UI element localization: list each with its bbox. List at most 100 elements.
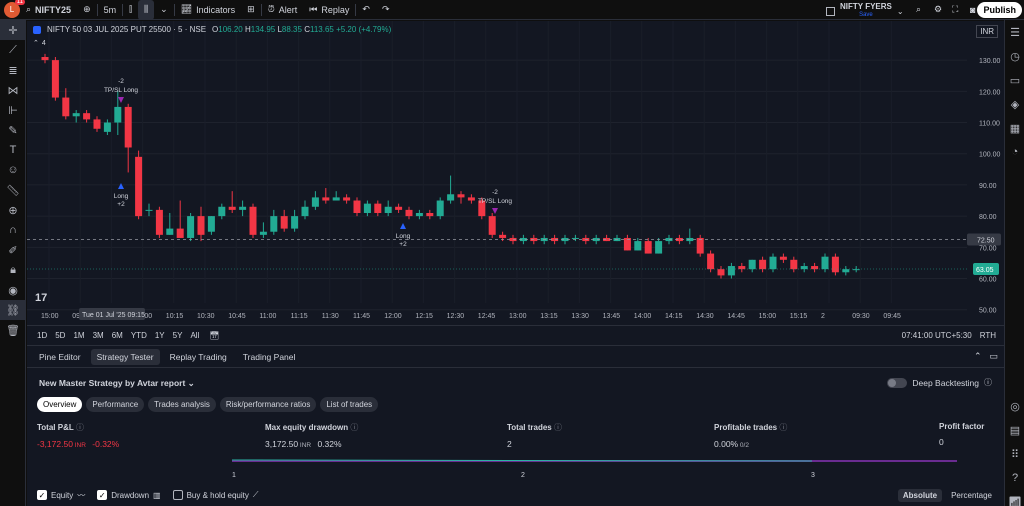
replay-button[interactable]: ⏮︎ Replay [303,0,355,20]
redo-button[interactable]: ↷ [376,0,396,20]
alert-button[interactable]: ⏰︎ Alert [262,0,304,20]
subtab-overview[interactable]: Overview [37,397,83,412]
equity-checkbox[interactable]: ✓ [37,490,47,500]
range-1d[interactable]: 1D [37,331,48,340]
layers-button[interactable]: ◈ [1005,92,1024,116]
time-axis-label: 2 [821,313,825,320]
add-symbol-button[interactable]: ⊕ [77,0,97,20]
chart-type-dropdown[interactable]: ⌄ [154,0,174,20]
info-icon[interactable]: ⓘ [348,423,359,432]
percentage-button[interactable]: Percentage [951,490,992,500]
signal-button[interactable]: 📶︎ [1005,490,1024,506]
indicators-button[interactable]: 📈︎ Indicators [175,0,241,20]
maximize-icon[interactable]: ▭ [989,351,998,361]
calendar-goto-icon[interactable]: 📅︎ [209,331,220,340]
buyhold-option[interactable]: Buy & hold equity ⟋ [172,490,258,500]
measure-range-tool[interactable]: ⊩ [0,100,26,120]
target-button[interactable]: ◎ [1005,394,1024,418]
chat-button[interactable]: ▭ [1005,68,1024,92]
clock-display[interactable]: 07:41:00 UTC+5:30 [901,331,972,340]
range-1m[interactable]: 1M [73,331,85,340]
interval-button[interactable]: 5m [98,0,123,20]
watchlist-button[interactable]: ☰ [1005,20,1024,44]
sync-tool[interactable]: ⛓︎ [0,300,26,320]
zoom-in-icon: ⊕ [8,204,18,217]
settings-button[interactable]: ⚙ [928,0,948,20]
session-toggle[interactable]: RTH [979,331,996,340]
fullscreen-button[interactable]: ⛶ [946,0,964,20]
subtab-trades-analysis[interactable]: Trades analysis [148,397,216,412]
subtab-performance[interactable]: Performance [86,397,145,412]
bar-style-button[interactable]: ⫿ [123,0,138,20]
tab-pine-editor[interactable]: Pine Editor [39,351,81,362]
zoom-tool[interactable]: ⊕ [0,200,26,220]
crosshair-tool[interactable]: ✛ [0,20,26,40]
range-6m[interactable]: 6M [111,331,123,340]
fib-tool[interactable]: ≣ [0,60,26,80]
trendline-tool[interactable]: ⟋ [0,40,26,60]
trade-mark-label: TP/SL Long [478,198,512,205]
candle-body [124,106,132,148]
layout-name[interactable]: NIFTY FYERS Save ⌄ [826,3,904,19]
calendar-button[interactable]: ▦ [1005,116,1024,140]
info-icon[interactable]: ⓘ [984,378,992,387]
visibility-tool[interactable]: ◉ [0,280,26,300]
publish-button[interactable]: Publish [977,2,1022,18]
snapshot-button[interactable]: ◙ [964,0,981,20]
data-window-button[interactable]: ▤ [1005,418,1024,442]
info-icon[interactable]: ⓘ [777,423,788,432]
top-toolbar: L 11 ⌕ NIFTY25 ⊕ 5m ⫿ ⫼ ⌄ 📈︎ Indicators ⊞ ⏰… [0,0,1024,20]
candle-body [800,266,808,270]
tab-replay-trading[interactable]: Replay Trading [169,351,227,362]
tab-strategy-tester[interactable]: Strategy Tester [90,348,160,365]
delete-tool[interactable]: 🗑︎ [0,320,26,340]
range-icon: ⊩ [8,104,18,117]
tab-trading-panel[interactable]: Trading Panel [242,351,296,362]
emoji-tool[interactable]: ☺ [0,160,26,180]
notifications-button[interactable]: ◔ [1005,140,1024,164]
currency-selector[interactable]: INR [976,25,998,38]
range-buttons: 1D 5D 1M 3M 6M YTD 1Y 5Y All [27,331,203,340]
range-5d[interactable]: 5D [55,331,66,340]
range-3m[interactable]: 3M [92,331,104,340]
layouts-button[interactable]: ⊞ [241,0,261,20]
text-tool[interactable]: T [0,140,26,160]
range-ytd[interactable]: YTD [130,331,147,340]
collapse-icon[interactable]: ⌃ [973,351,982,361]
magnet-tool[interactable]: ∩ [0,220,26,240]
help-button[interactable]: ? [1005,466,1024,490]
avatar[interactable]: L 11 [4,0,25,18]
range-1y[interactable]: 1Y [154,331,165,340]
drawdown-checkbox[interactable]: ✓ [97,490,108,500]
pattern-tool[interactable]: ⋈ [0,80,26,100]
buyhold-checkbox[interactable] [172,490,183,500]
symbol-search[interactable]: ⌕ NIFTY25 [20,0,77,20]
drawdown-option[interactable]: ✓ Drawdown ▥ [97,490,161,500]
price-chart[interactable]: 130.00 120.00 110.00 100.00 90.00 80.00 70.00 6… [27,21,1004,325]
deep-backtesting-toggle[interactable] [887,377,908,388]
strategy-selector[interactable]: New Master Strategy by Avtar report ⌄ [39,378,195,389]
chart-pane[interactable]: 130.00 120.00 110.00 100.00 90.00 80.00 70.00 6… [27,21,1004,343]
ruler-tool[interactable]: 📏︎ [0,180,26,200]
range-5y[interactable]: 5Y [172,331,183,340]
alerts-panel-button[interactable]: ◷ [1005,44,1024,68]
brush-tool[interactable]: ✎ [0,120,26,140]
absolute-button[interactable]: Absolute [897,488,943,502]
chart-type-button[interactable]: ⫼ [138,0,155,20]
subtab-list-of-trades[interactable]: List of trades [320,397,379,412]
last-price: 63.05 [976,267,994,274]
range-all[interactable]: All [190,331,200,340]
subtab-risk-performance-ratios[interactable]: Risk/performance ratios [219,397,317,412]
crosshair-icon: ✛ [8,24,18,37]
undo-button[interactable]: ↶ [356,0,376,20]
time-axis-label: 12:45 [478,313,496,320]
equity-option[interactable]: ✓ Equity 〰 [37,490,85,501]
apps-button[interactable]: ⠿ [1005,442,1024,466]
info-icon[interactable]: ⓘ [73,423,84,432]
indicators-collapse[interactable]: ⌃ 4 [33,39,46,48]
info-icon[interactable]: ⓘ [551,423,562,432]
price-axis-label: 100.00 [979,152,1001,159]
draw-mode-tool[interactable]: ✐ [0,240,26,260]
quick-search-button[interactable]: ⌕ [910,0,927,20]
lock-tool[interactable]: 🔒︎ [0,260,26,280]
